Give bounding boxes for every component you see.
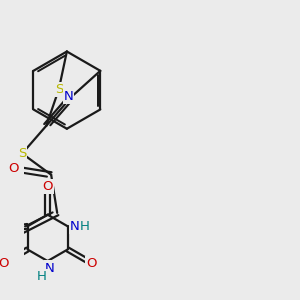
Text: N: N xyxy=(45,262,54,275)
Text: S: S xyxy=(18,147,26,160)
Text: H: H xyxy=(80,220,90,233)
Text: H: H xyxy=(37,270,47,283)
Text: S: S xyxy=(55,83,63,96)
Text: O: O xyxy=(8,162,18,175)
Text: O: O xyxy=(42,180,53,194)
Text: O: O xyxy=(0,257,9,270)
Text: N: N xyxy=(64,90,74,103)
Text: N: N xyxy=(70,220,80,233)
Text: O: O xyxy=(86,257,97,270)
